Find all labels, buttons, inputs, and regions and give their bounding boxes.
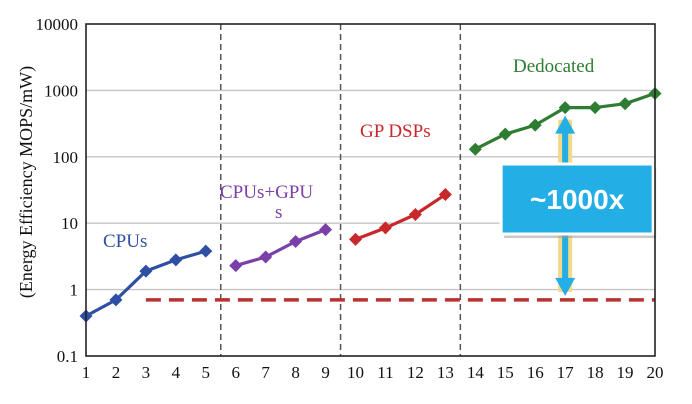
x-tick-label: 9 bbox=[321, 363, 330, 382]
divider-layer bbox=[220, 24, 462, 356]
data-point bbox=[349, 232, 363, 246]
data-point bbox=[319, 223, 333, 237]
series-line bbox=[85, 249, 207, 318]
y-tick-label: 1000 bbox=[44, 81, 78, 100]
x-tick-label: 20 bbox=[647, 363, 664, 382]
y-tick-label: 100 bbox=[53, 148, 79, 167]
x-tick-label: 14 bbox=[467, 363, 485, 382]
plot-frame bbox=[85, 23, 656, 357]
annotation-box bbox=[499, 162, 655, 236]
data-point bbox=[528, 118, 542, 132]
annotation-label: ~1000x bbox=[530, 184, 625, 215]
x-tick-label: 18 bbox=[587, 363, 604, 382]
arrow-up-icon bbox=[555, 115, 576, 134]
y-tick-label: 0.1 bbox=[57, 347, 78, 366]
x-tick-label: 16 bbox=[527, 363, 544, 382]
data-point bbox=[199, 244, 213, 258]
series-layer: CPUs CPUs+GPU s GP DSPs Dedocated bbox=[79, 56, 662, 323]
x-tick-label: 13 bbox=[437, 363, 454, 382]
data-point bbox=[468, 142, 482, 156]
x-tick-label: 6 bbox=[231, 363, 240, 382]
data-point bbox=[259, 250, 273, 264]
x-tick-label: 12 bbox=[407, 363, 424, 382]
x-tick-label: 8 bbox=[291, 363, 300, 382]
data-point bbox=[438, 188, 452, 202]
data-point bbox=[618, 97, 632, 111]
y-tick-label: 1 bbox=[70, 281, 79, 300]
series-line bbox=[235, 228, 327, 268]
data-point bbox=[169, 253, 183, 267]
x-tick-label: 2 bbox=[112, 363, 121, 382]
x-tick-label: 5 bbox=[202, 363, 211, 382]
data-point bbox=[378, 221, 392, 235]
x-tick-label: 7 bbox=[261, 363, 270, 382]
series-label: Dedocated bbox=[513, 56, 595, 77]
data-point bbox=[408, 208, 422, 222]
x-tick-label: 1 bbox=[82, 363, 91, 382]
x-tick-label: 15 bbox=[497, 363, 514, 382]
y-axis-label: (Energy Efficiency MOPS/mW) bbox=[16, 66, 37, 298]
annotation-layer: ~1000x bbox=[499, 115, 657, 296]
x-tick-label: 3 bbox=[142, 363, 151, 382]
data-point bbox=[588, 101, 602, 115]
data-point bbox=[498, 127, 512, 141]
series-label: CPUs bbox=[103, 231, 147, 252]
data-point bbox=[139, 264, 153, 278]
series-line bbox=[354, 193, 447, 241]
data-point bbox=[229, 259, 243, 273]
x-tick-label: 10 bbox=[347, 363, 364, 382]
data-point bbox=[289, 235, 303, 249]
data-point bbox=[109, 293, 123, 307]
arrow-down-icon bbox=[555, 277, 576, 296]
series-label: CPUs+GPU s bbox=[220, 182, 313, 223]
x-tick-label: 19 bbox=[617, 363, 634, 382]
y-tick-label: 10 bbox=[61, 214, 78, 233]
x-tick-label: 4 bbox=[172, 363, 181, 382]
x-tick-label: 11 bbox=[377, 363, 393, 382]
data-point bbox=[558, 101, 572, 115]
series-label: GP DSPs bbox=[360, 121, 431, 142]
x-tick-label: 17 bbox=[557, 363, 575, 382]
y-tick-label: 10000 bbox=[36, 15, 79, 34]
